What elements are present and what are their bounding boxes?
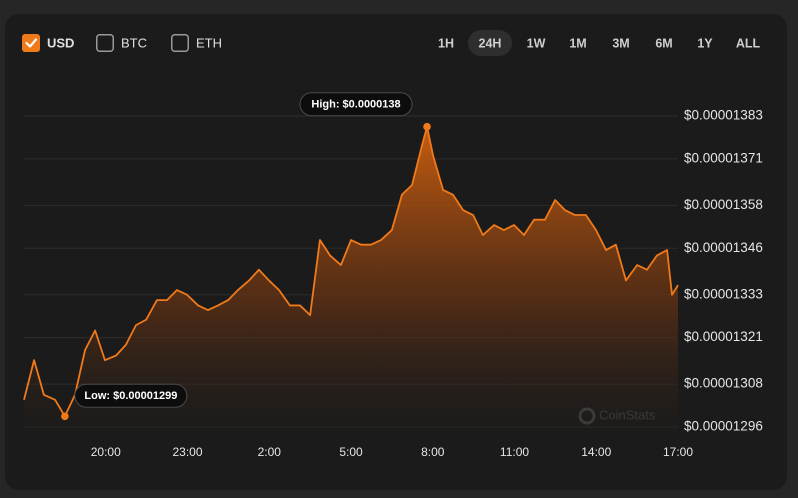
currency-label[interactable]: BTC	[121, 35, 147, 50]
range-button[interactable]: 6M	[655, 36, 672, 50]
controls: USD BTC ETH 1H 24H 1W 1M 3M 6M 1Y ALL	[22, 30, 761, 56]
range-button[interactable]: 1M	[569, 36, 586, 50]
watermark: CoinStats	[599, 407, 656, 422]
y-tick-label: $0.00001383	[684, 108, 763, 123]
range-button[interactable]: 24H	[479, 36, 502, 50]
x-tick-label: 2:00	[258, 445, 282, 459]
tooltip-box	[299, 92, 413, 117]
y-tick-label: $0.00001371	[684, 150, 763, 165]
range-button[interactable]: 1W	[527, 36, 546, 50]
range-button[interactable]: ALL	[736, 36, 761, 50]
range-active-bg	[468, 30, 512, 56]
range-button[interactable]: 1Y	[697, 36, 713, 50]
tooltip-text: High: $0.0000138	[311, 99, 400, 111]
x-tick-label: 17:00	[663, 445, 693, 459]
price-line	[23, 125, 679, 418]
y-tick-label: $0.00001333	[684, 286, 763, 301]
x-tick-label: 14:00	[581, 445, 611, 459]
x-tick-label: 23:00	[172, 445, 202, 459]
x-tick-label: 5:00	[339, 445, 363, 459]
checkbox[interactable]	[171, 34, 189, 52]
plot	[23, 125, 679, 440]
range-button[interactable]: 3M	[612, 36, 629, 50]
y-tick-label: $0.00001321	[684, 329, 763, 344]
x-tick-label: 11:00	[500, 445, 529, 459]
currency-label[interactable]: ETH	[196, 35, 222, 50]
y-tick-label: $0.00001296	[684, 419, 763, 434]
range-button[interactable]: 1H	[438, 36, 454, 50]
y-tick-label: $0.00001346	[684, 240, 763, 255]
y-tick-label: $0.00001358	[684, 197, 763, 212]
annotations: High: $0.0000138 Low: $0.00001299	[61, 92, 431, 421]
extreme-marker	[61, 412, 69, 421]
tooltip-box	[74, 383, 188, 408]
watermark-icon	[578, 407, 596, 425]
x-tick-label: 20:00	[91, 445, 121, 459]
checkbox[interactable]	[96, 34, 114, 52]
currency-label[interactable]: USD	[47, 35, 74, 50]
x-tick-label: 8:00	[421, 445, 445, 459]
tooltip-text: Low: $0.00001299	[84, 390, 177, 402]
check-icon	[25, 38, 38, 48]
checkbox[interactable]	[22, 34, 40, 52]
axes: $0.00001383 $0.00001371 $0.00001358 $0.0000…	[91, 108, 763, 460]
area-fill	[24, 126, 678, 440]
extreme-marker	[423, 122, 431, 131]
y-tick-label: $0.00001308	[684, 376, 763, 391]
